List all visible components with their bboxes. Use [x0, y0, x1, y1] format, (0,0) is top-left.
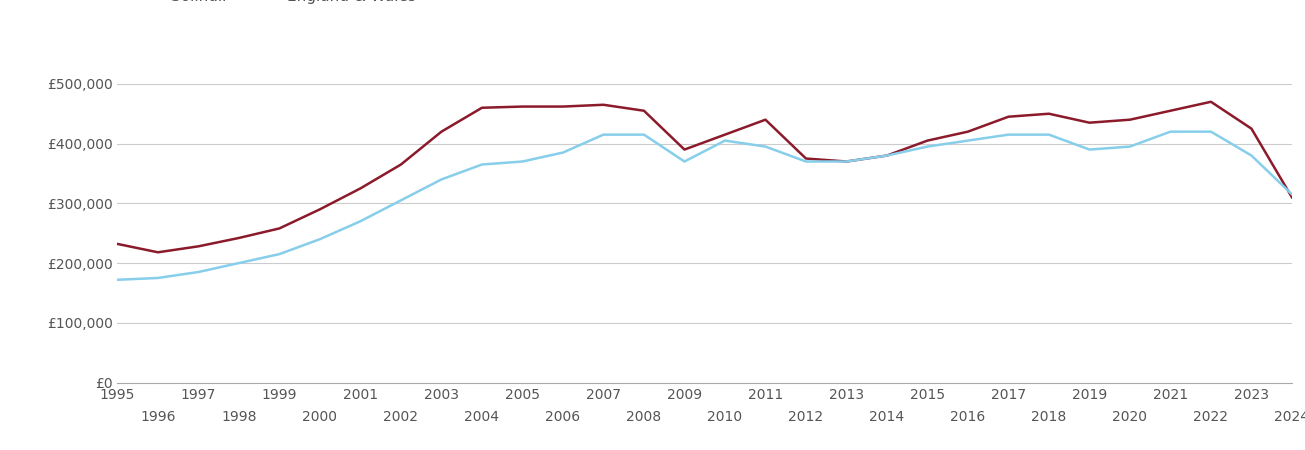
Solihull — [718, 132, 733, 137]
Solihull — [150, 250, 166, 255]
Text: 2010: 2010 — [707, 410, 743, 424]
England & Wales — [1284, 192, 1300, 197]
Text: 2016: 2016 — [950, 410, 985, 424]
England & Wales — [1041, 132, 1057, 137]
Text: 2014: 2014 — [869, 410, 904, 424]
Text: 2004: 2004 — [465, 410, 500, 424]
England & Wales — [191, 269, 206, 274]
Solihull — [758, 117, 774, 122]
England & Wales — [352, 219, 368, 224]
Text: 2022: 2022 — [1194, 410, 1228, 424]
England & Wales — [880, 153, 895, 158]
Solihull — [231, 235, 247, 241]
Line: England & Wales: England & Wales — [117, 132, 1292, 280]
Text: 2002: 2002 — [384, 410, 419, 424]
Text: 2012: 2012 — [788, 410, 823, 424]
Solihull — [555, 104, 570, 109]
Solihull — [271, 226, 287, 231]
Text: 2024: 2024 — [1275, 410, 1305, 424]
Solihull — [839, 159, 855, 164]
Solihull — [312, 207, 328, 212]
England & Wales — [393, 198, 408, 203]
England & Wales — [514, 159, 530, 164]
Text: 2006: 2006 — [545, 410, 581, 424]
England & Wales — [758, 144, 774, 149]
England & Wales — [718, 138, 733, 143]
Solihull — [1163, 108, 1178, 113]
Solihull — [191, 243, 206, 249]
England & Wales — [920, 144, 936, 149]
Solihull — [920, 138, 936, 143]
England & Wales — [433, 177, 449, 182]
England & Wales — [1163, 129, 1178, 135]
Solihull — [799, 156, 814, 161]
Text: 2000: 2000 — [303, 410, 338, 424]
Solihull — [880, 153, 895, 158]
Solihull — [474, 105, 489, 110]
England & Wales — [1122, 144, 1138, 149]
Solihull — [352, 186, 368, 191]
Solihull — [514, 104, 530, 109]
Text: 2018: 2018 — [1031, 410, 1066, 424]
Text: 1996: 1996 — [140, 410, 176, 424]
England & Wales — [271, 252, 287, 257]
Solihull — [1203, 99, 1219, 104]
Solihull — [1284, 195, 1300, 200]
England & Wales — [1244, 153, 1259, 158]
England & Wales — [110, 277, 125, 283]
Legend: Solihull, England & Wales: Solihull, England & Wales — [125, 0, 416, 4]
England & Wales — [839, 159, 855, 164]
England & Wales — [636, 132, 651, 137]
Text: 2008: 2008 — [626, 410, 662, 424]
England & Wales — [555, 150, 570, 155]
Line: Solihull: Solihull — [117, 102, 1292, 252]
Solihull — [1082, 120, 1098, 126]
England & Wales — [676, 159, 692, 164]
England & Wales — [595, 132, 611, 137]
Solihull — [1001, 114, 1017, 119]
Solihull — [433, 129, 449, 135]
Text: 2020: 2020 — [1112, 410, 1147, 424]
Solihull — [110, 241, 125, 247]
England & Wales — [231, 261, 247, 266]
Solihull — [960, 129, 976, 135]
England & Wales — [960, 138, 976, 143]
England & Wales — [799, 159, 814, 164]
Solihull — [676, 147, 692, 152]
England & Wales — [1001, 132, 1017, 137]
Solihull — [1041, 111, 1057, 117]
Solihull — [595, 102, 611, 108]
Solihull — [1122, 117, 1138, 122]
England & Wales — [312, 236, 328, 242]
Solihull — [1244, 126, 1259, 131]
England & Wales — [1082, 147, 1098, 152]
Text: 1998: 1998 — [222, 410, 257, 424]
England & Wales — [1203, 129, 1219, 135]
Solihull — [393, 162, 408, 167]
England & Wales — [474, 162, 489, 167]
England & Wales — [150, 275, 166, 281]
Solihull — [636, 108, 651, 113]
